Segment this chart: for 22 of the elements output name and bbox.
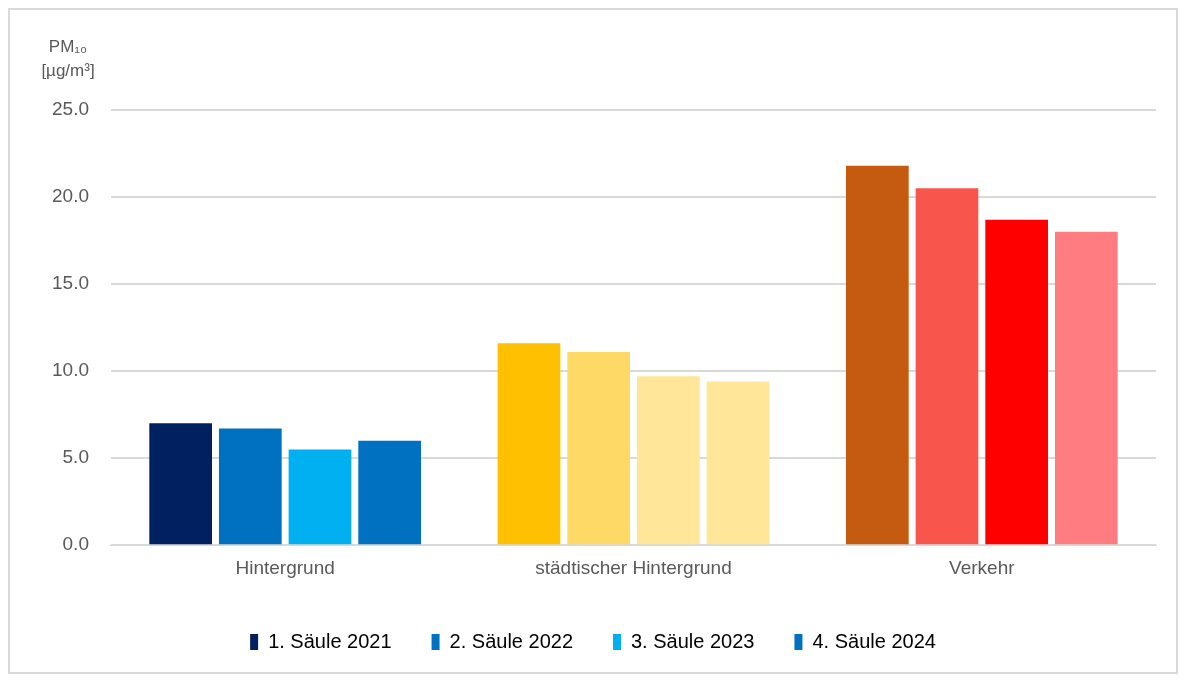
bar: [149, 423, 212, 545]
bar: [985, 219, 1049, 545]
bar: [915, 188, 979, 545]
x-tick-label: Verkehr: [949, 556, 1016, 578]
bar: [845, 165, 909, 545]
y-axis-title: PM₁₀ [µg/m³]: [41, 37, 95, 80]
y-tick-label: 10.0: [52, 359, 89, 381]
legend-label: 1. Säule 2021: [268, 629, 392, 652]
bar: [497, 343, 561, 545]
bar: [288, 449, 352, 545]
x-tick-label: städtischer Hintergrund: [535, 556, 732, 578]
legend-label: 4. Säule 2024: [812, 629, 936, 652]
y-tick-label: 5.0: [62, 446, 89, 468]
x-tick-label: Hintergrund: [235, 556, 335, 578]
y-tick-label: 20.0: [52, 185, 89, 207]
y-tick-label: 0.0: [62, 533, 89, 555]
legend-label: 3. Säule 2023: [631, 629, 755, 652]
bar: [567, 351, 631, 545]
bar: [1054, 231, 1118, 545]
y-tick-label: 25.0: [52, 98, 89, 120]
legend-label: 2. Säule 2022: [449, 629, 573, 652]
y-tick-label: 15.0: [52, 272, 89, 294]
